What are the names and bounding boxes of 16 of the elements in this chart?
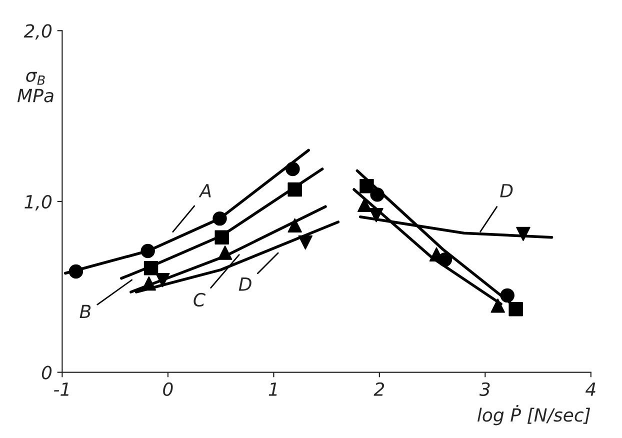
- x-tick-label: -1: [54, 382, 68, 396]
- annotation: B: [80, 304, 91, 318]
- x-tick-label: 0: [163, 382, 173, 396]
- x-axis-title: log Ṗ [N/sec]: [478, 405, 590, 426]
- annotation: A: [198, 184, 211, 198]
- y-axis-title: σ$_{B}$ MPa: [17, 72, 54, 102]
- annotation: D: [238, 278, 252, 291]
- x-tick-label: 1: [268, 382, 277, 396]
- x-tick-label: 3: [479, 382, 490, 396]
- y-tick-label: 2,0: [24, 24, 52, 40]
- x-tick-label: 2: [374, 382, 384, 396]
- y-tick-label: 0: [42, 366, 52, 380]
- x-tick-label: 4: [585, 382, 596, 396]
- annotation: D: [500, 184, 513, 198]
- y-tick-label: 1,0: [24, 194, 52, 210]
- annotation: C: [194, 292, 206, 307]
